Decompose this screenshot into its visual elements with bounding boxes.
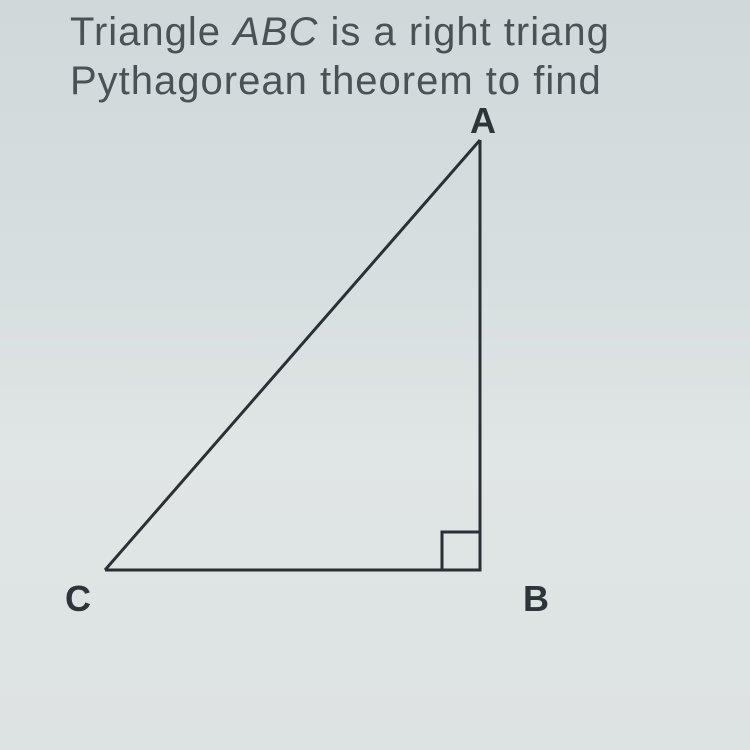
line1-suffix: is a right triang	[318, 10, 609, 54]
vertex-label-c: C	[65, 578, 91, 620]
triangle-svg	[55, 100, 615, 640]
triangle-name: ABC	[233, 10, 318, 54]
side-ca	[105, 140, 480, 570]
triangle-diagram: A B C	[55, 100, 615, 640]
text-line-2: Pythagorean theorem to find	[70, 59, 750, 104]
line1-prefix: Triangle	[70, 10, 233, 54]
right-angle-marker	[442, 532, 480, 570]
vertex-label-b: B	[523, 578, 549, 620]
text-line-1: Triangle ABC is a right triang	[70, 10, 750, 55]
question-text: Triangle ABC is a right triang Pythagore…	[70, 10, 750, 104]
vertex-label-a: A	[470, 100, 496, 142]
